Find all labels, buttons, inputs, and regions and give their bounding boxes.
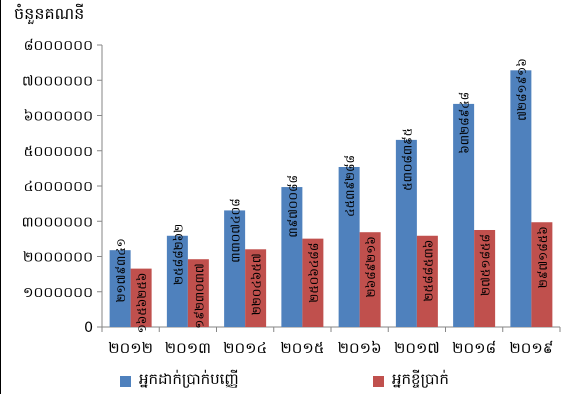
y-tick-label: ៦០០០០០០ (24, 109, 93, 125)
bar-borrowers (130, 268, 152, 327)
bar-borrowers (531, 222, 553, 327)
y-tick-label: 0 (84, 320, 93, 336)
x-tick-label: ២០១៣ (165, 339, 211, 357)
bar-deposits (109, 250, 131, 327)
x-tick-label: ២០១៩ (509, 339, 553, 357)
x-tick-label: ២០១៤ (223, 339, 267, 357)
bar-deposits (453, 103, 475, 327)
y-axis-label: ចំនួនគណនី (14, 4, 85, 23)
data-label-borrowers: ២៥៨៨៥៣៦ (421, 240, 435, 302)
legend-item-deposits: អ្នកដាក់ប្រាក់បញ្ញើ (120, 370, 239, 392)
bar-deposits (395, 139, 417, 327)
y-tick-label: ២០០០០០០ (23, 250, 93, 266)
bar-deposits (166, 235, 188, 327)
legend-swatch-borrowers (373, 375, 384, 387)
data-label-deposits: ៤៥៣៩២៨៨ (343, 155, 357, 217)
data-label-borrowers: ២២០៤៦៥៧ (250, 253, 264, 315)
legend-swatch-deposits (120, 375, 131, 387)
bar-borrowers (187, 259, 209, 327)
chart-frame-left-border (0, 0, 1, 394)
data-label-borrowers: ២៥០៦៤៨៨ (307, 243, 321, 303)
data-label-borrowers: ២៦៨៩២១៦ (364, 236, 378, 297)
y-tick-label: ៧០០០០០០ (22, 73, 93, 89)
data-label-deposits: ៣៩៧០០៨៨ (286, 175, 300, 238)
bar-borrowers (245, 249, 267, 327)
x-tick-label: ២០១២ (108, 339, 153, 357)
bar-borrowers (416, 235, 438, 327)
bar-deposits (510, 70, 532, 327)
legend-label-borrowers: អ្នកខ្ចីប្រាក់ (392, 370, 449, 388)
data-label-deposits: ២៥៨៨២៦២ (171, 224, 185, 285)
y-tick-label: ១០០០០០០ (23, 285, 93, 301)
bar-borrowers (302, 238, 324, 327)
x-tick-label: ២០១៨ (452, 339, 496, 357)
bar-deposits (281, 187, 303, 327)
data-label-borrowers: ២៧៥១៨៥៨ (479, 234, 493, 296)
y-tick-label: ៥០០០០០០ (24, 144, 93, 160)
data-label-deposits: ៣៣០៧៤០៨ (229, 198, 243, 262)
y-tick-label: ៨០០០០០០ (24, 38, 93, 54)
y-tick-label: ៤០០០០០០ (24, 179, 93, 195)
x-tick-label: ២០១៦ (338, 339, 382, 357)
data-label-deposits: ២១៧៩៣៤១ (114, 238, 128, 302)
data-label-borrowers: ២៩៧១៨៥៦ (536, 226, 550, 288)
bar-borrowers (474, 229, 496, 327)
legend-item-borrowers: អ្នកខ្ចីប្រាក់ (373, 370, 449, 392)
legend-label-deposits: អ្នកដាក់ប្រាក់បញ្ញើ (139, 370, 239, 388)
x-tick-label: ២០១៥ (280, 339, 324, 357)
bar-borrowers (359, 232, 381, 327)
data-label-deposits: ៥៣០៨៣៩៥ (400, 128, 414, 191)
bar-deposits (338, 166, 360, 327)
data-label-deposits: ៦៣២៨៩៤៨ (458, 92, 472, 154)
x-tick-label: ២០១៧ (394, 339, 440, 357)
y-tick-label: ៣០០០០០០ (22, 214, 93, 230)
data-label-borrowers: ១៩២៣០៣៧ (192, 263, 206, 329)
data-label-deposits: ៧២៨១៩១៦ (515, 58, 529, 121)
bar-deposits (224, 210, 246, 327)
data-label-borrowers: ១៦៥៦២៥៦ (135, 273, 149, 334)
